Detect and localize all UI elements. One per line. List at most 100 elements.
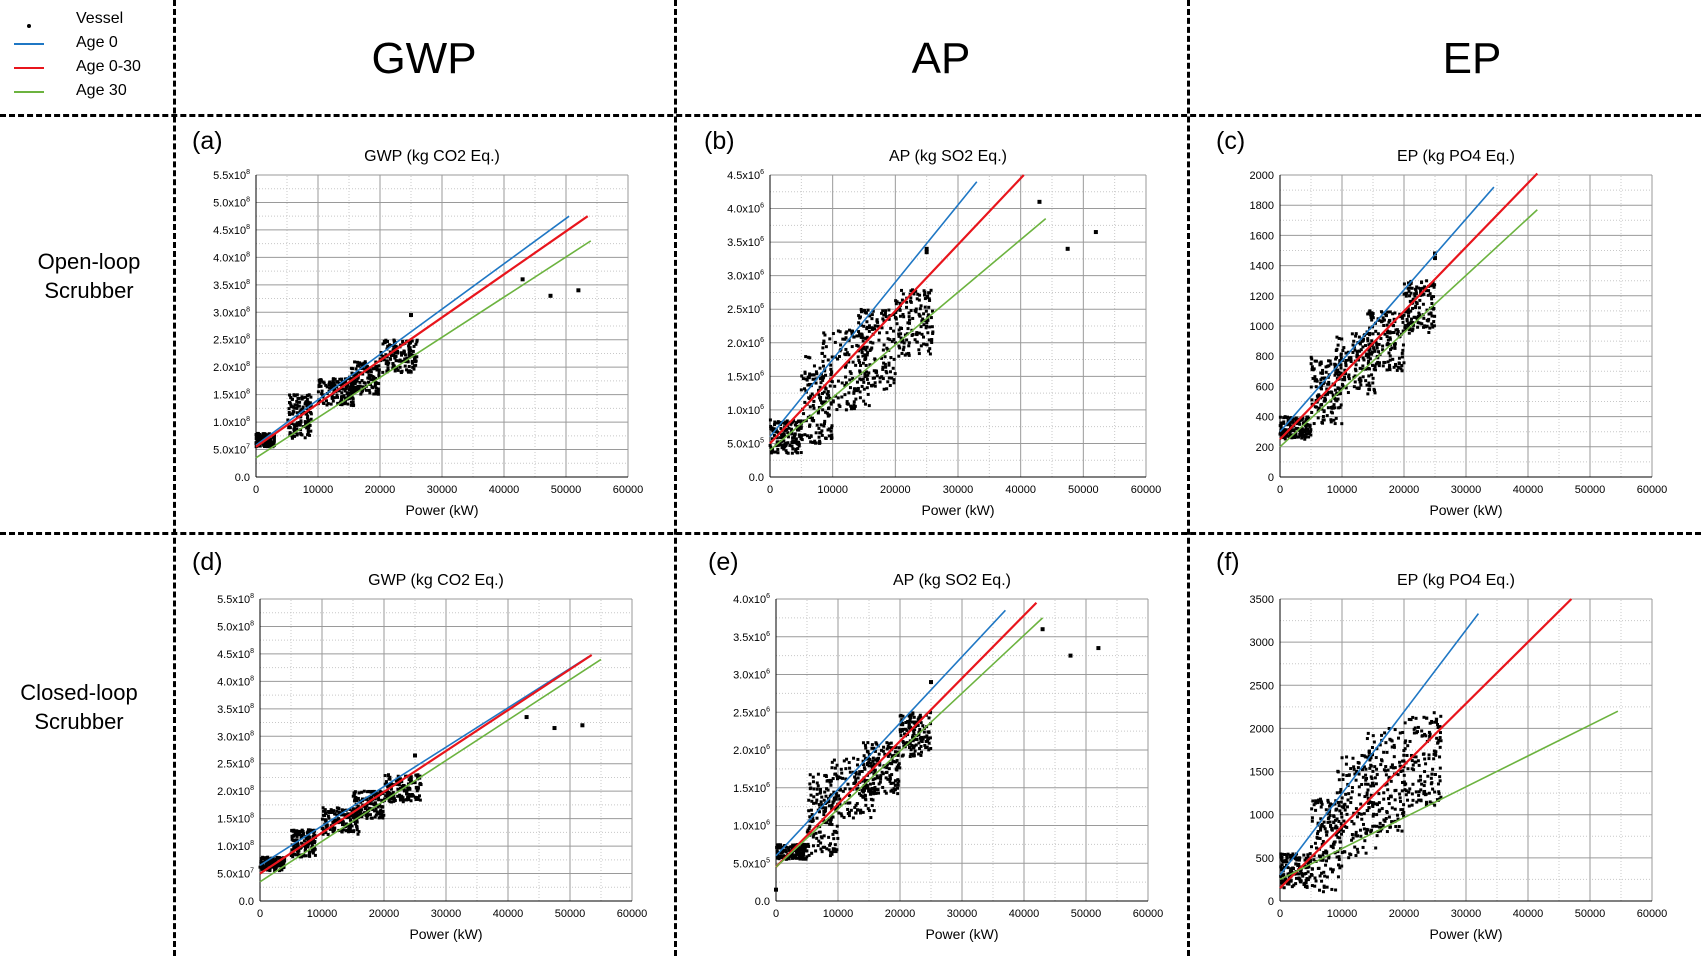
vessel-point <box>1411 327 1415 331</box>
vessel-point <box>901 292 905 296</box>
vessel-point <box>1400 351 1404 355</box>
vessel-point <box>867 809 871 813</box>
vessel-point <box>872 809 876 813</box>
vessel-point <box>357 386 361 390</box>
x-axis-label: Power (kW) <box>1429 502 1502 518</box>
vessel-point <box>826 390 830 394</box>
vessel-point <box>1413 292 1417 296</box>
vessel-point <box>817 830 821 834</box>
vessel-point <box>1398 764 1402 768</box>
vessel-point <box>931 330 935 334</box>
vessel-point <box>280 868 284 872</box>
vessel-point <box>292 843 296 847</box>
chart-gwp-closed-loop: GWP (kg CO2 Eq.)0 10000 20000 30000 40000 500… <box>217 572 648 942</box>
vessel-point <box>1342 803 1346 807</box>
vessel-point <box>921 724 925 728</box>
vessel-point <box>873 324 877 328</box>
vessel-point <box>1320 383 1324 387</box>
vessel-point <box>1331 393 1335 397</box>
x-tick-label: 50000 <box>551 484 582 496</box>
vessel-point <box>815 798 819 802</box>
vessel-point <box>907 315 911 319</box>
vessel-point <box>1344 351 1348 355</box>
vessel-point <box>915 331 919 335</box>
vessel-point <box>897 746 901 750</box>
vessel-point <box>1438 725 1442 729</box>
vessel-point <box>1438 779 1442 783</box>
vessel-point <box>360 366 364 370</box>
vessel-point <box>803 370 807 374</box>
vessel-point <box>860 769 864 773</box>
vessel-point <box>305 402 309 406</box>
vessel-point <box>816 772 820 776</box>
vessel-point <box>1400 789 1404 793</box>
series-line-age-30 <box>775 617 1044 868</box>
vessel-point <box>808 824 812 828</box>
x-tick-label: 60000 <box>617 908 648 920</box>
vessel-point <box>1339 812 1343 816</box>
vessel-point <box>1431 325 1435 329</box>
vessel-point <box>1336 343 1340 347</box>
vessel-point <box>388 796 392 800</box>
y-tick-label: 1000 <box>1250 321 1274 333</box>
vessel-point <box>1322 870 1326 874</box>
vessel-point <box>928 352 932 356</box>
vessel-point <box>354 380 358 384</box>
vessel-point <box>859 364 863 368</box>
vessel-point <box>287 407 291 411</box>
vessel-point <box>779 855 783 859</box>
vessel-point <box>290 412 294 416</box>
vessel-point <box>810 813 814 817</box>
vessel-point <box>1378 361 1382 365</box>
vessel-point <box>1414 755 1418 759</box>
vessel-point <box>340 398 344 402</box>
vessel-point <box>850 345 854 349</box>
vessel-point <box>288 413 292 417</box>
vessel-point <box>800 374 804 378</box>
series-line-age-30 <box>255 240 592 459</box>
vessel-point <box>812 399 816 403</box>
vessel-point <box>1392 743 1396 747</box>
vessel-point <box>385 370 389 374</box>
vessel-point <box>329 808 333 812</box>
vessel-point <box>855 343 859 347</box>
vessel-point <box>407 370 411 374</box>
vessel-point <box>917 348 921 352</box>
vessel-point <box>776 855 780 859</box>
vessel-point <box>782 439 786 443</box>
vessel-point <box>1301 421 1305 425</box>
vessel-point <box>895 758 899 762</box>
vessel-point <box>347 396 351 400</box>
vessel-point <box>821 378 825 382</box>
vessel-point <box>372 377 376 381</box>
vessel-point <box>1426 774 1430 778</box>
vessel-point <box>848 370 852 374</box>
vessel-point <box>407 778 411 782</box>
vessel-point <box>321 813 325 817</box>
vessel-point <box>812 406 816 410</box>
vessel-point <box>868 757 872 761</box>
vessel-point <box>889 741 893 745</box>
vessel-point <box>393 798 397 802</box>
vessel-point <box>416 797 420 801</box>
y-tick-label: 1.5x106 <box>727 370 764 383</box>
panel-letter: (a) <box>192 127 223 155</box>
vessel-point <box>367 806 371 810</box>
vessel-point <box>1309 362 1313 366</box>
vessel-point <box>1304 871 1308 875</box>
vessel-point <box>373 384 377 388</box>
vessel-point <box>1294 416 1298 420</box>
vessel-point <box>828 396 832 400</box>
vessel-point <box>863 743 867 747</box>
vessel-point <box>907 311 911 315</box>
vessel-point <box>1290 855 1294 859</box>
vessel-point <box>417 794 421 798</box>
vessel-point <box>295 433 299 437</box>
vessel-point <box>1398 796 1402 800</box>
vessel-point <box>814 431 818 435</box>
vessel-point <box>827 800 831 804</box>
vessel-point <box>261 857 265 861</box>
vessel-point <box>1347 792 1351 796</box>
vessel-point <box>418 774 422 778</box>
vessel-point <box>853 404 857 408</box>
